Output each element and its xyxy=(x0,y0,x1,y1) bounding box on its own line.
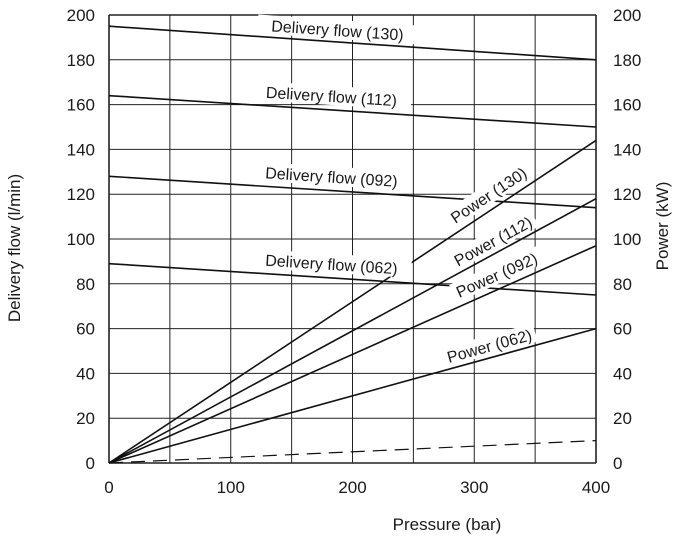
y-tick-label: 60 xyxy=(76,320,95,339)
power-line xyxy=(108,327,597,464)
delivery-flow-line xyxy=(108,262,597,296)
y-tick-label: 160 xyxy=(67,96,95,115)
y2-tick-label: 100 xyxy=(613,230,641,249)
y2-axis-title: Power (kW) xyxy=(653,182,672,271)
y-tick-label: 100 xyxy=(67,230,95,249)
y2-tick-label: 20 xyxy=(613,409,632,428)
y2-tick-label: 120 xyxy=(613,185,641,204)
series-label-background xyxy=(449,246,544,303)
y-tick-label: 80 xyxy=(76,275,95,294)
series-label-background xyxy=(257,14,418,45)
y-tick-label: 20 xyxy=(76,409,95,428)
x-tick-label: 200 xyxy=(338,478,366,497)
delivery-flow-line xyxy=(108,25,597,61)
dashed-series-line xyxy=(108,440,597,464)
y-tick-label: 180 xyxy=(67,51,95,70)
series-label-background xyxy=(443,160,534,229)
tick-labels: 0 100 200 300 400020406080100120140160180200… xyxy=(67,6,642,497)
y2-tick-label: 180 xyxy=(613,51,641,70)
x-tick-label: 100 xyxy=(217,478,245,497)
series-label-background xyxy=(251,80,412,111)
x-tick-label: 0 xyxy=(104,478,113,497)
series-label-background xyxy=(251,161,412,191)
y2-tick-label: 0 xyxy=(613,454,622,473)
grid xyxy=(108,14,597,464)
series-lines xyxy=(108,25,597,464)
series-label-background xyxy=(440,323,538,367)
y2-tick-label: 60 xyxy=(613,320,632,339)
delivery-flow-line xyxy=(108,94,597,128)
power-line xyxy=(108,139,597,464)
y2-tick-label: 200 xyxy=(613,6,641,25)
x-axis-title: Pressure (bar) xyxy=(393,515,502,534)
power-line xyxy=(108,244,597,464)
y2-tick-label: 160 xyxy=(613,96,641,115)
y-tick-label: 120 xyxy=(67,185,95,204)
delivery-flow-line xyxy=(108,175,597,209)
y-tick-label: 40 xyxy=(76,364,95,383)
y-axis-title: Delivery flow (l/min) xyxy=(5,174,24,322)
series-label-background xyxy=(251,248,412,279)
x-tick-label: 300 xyxy=(460,478,488,497)
power-line xyxy=(108,197,597,464)
x-tick-label: 400 xyxy=(582,478,610,497)
y-tick-label: 0 xyxy=(86,454,95,473)
y2-tick-label: 140 xyxy=(613,140,641,159)
y2-tick-label: 80 xyxy=(613,275,632,294)
y-tick-label: 200 xyxy=(67,6,95,25)
y2-tick-label: 40 xyxy=(613,364,632,383)
y-tick-label: 140 xyxy=(67,140,95,159)
series-label-background xyxy=(446,209,539,272)
